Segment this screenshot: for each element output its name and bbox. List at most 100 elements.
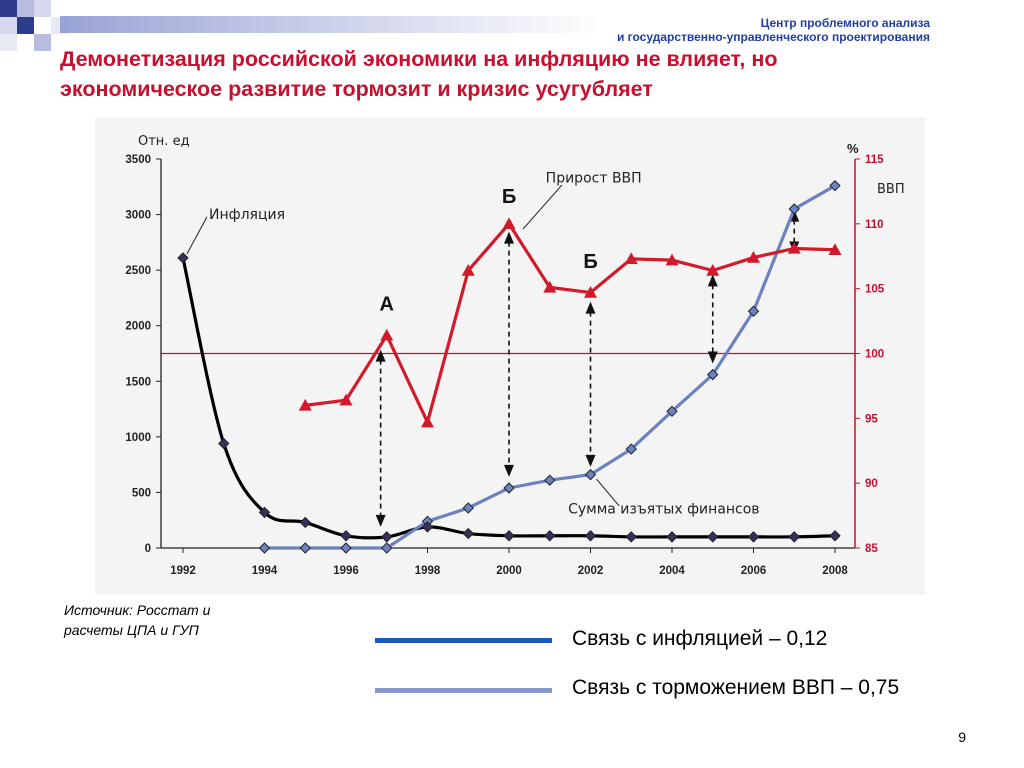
header-gradient-bar (60, 16, 604, 33)
x-tick-label: 2002 (578, 565, 604, 577)
point-inflation (625, 531, 637, 543)
point-gdp-growth (624, 252, 638, 265)
legend-label-gdp: Связь с торможением ВВП – 0,75 (572, 676, 900, 699)
legend-line-gdp (375, 688, 552, 693)
series-line-gdp-growth (305, 221, 836, 427)
point-withdrawn-finance (340, 542, 352, 554)
y-right-axis-title: % (847, 141, 859, 156)
y-left-tick-label: 3500 (125, 154, 151, 166)
point-inflation (584, 530, 597, 542)
arrow-b-2000-head-down (504, 464, 514, 477)
point-gdp-growth (787, 241, 801, 254)
x-tick-label: 2004 (659, 565, 685, 577)
x-tick-label: 2000 (496, 565, 522, 577)
chart-background (95, 117, 925, 595)
point-inflation (340, 530, 352, 542)
point-withdrawn-finance (707, 368, 719, 381)
decor-square (34, 0, 51, 17)
slide-title-line-1: Демонетизация российской экономики на ин… (60, 47, 778, 71)
arrow-2005-head-up (707, 274, 718, 287)
source-line-1: Источник: Росстат и (64, 602, 211, 618)
point-withdrawn-finance (503, 482, 515, 494)
point-inflation (421, 521, 434, 533)
y-left-tick-label: 3000 (125, 210, 151, 222)
y-right-tick-label: 85 (865, 543, 878, 555)
legend-label-inflation: Связь с инфляцией – 0,12 (572, 627, 828, 650)
point-gdp-growth (461, 264, 475, 276)
point-gdp-growth (665, 253, 679, 266)
chart: 0 500 1000 1500 2000 2500 3000 3500 85 90 95 100 105… (95, 117, 925, 595)
point-withdrawn-finance (299, 542, 311, 554)
arrow-a-head-down (375, 514, 386, 527)
point-inflation (503, 530, 515, 542)
x-tick-label: 1996 (333, 565, 359, 577)
arrow-b-2002-head-down (585, 454, 596, 467)
y-right-tick-label: 110 (865, 219, 884, 231)
point-inflation (829, 530, 841, 542)
point-gdp-growth (421, 415, 434, 428)
y-right-tick-label: 90 (865, 478, 878, 490)
decor-square (17, 17, 34, 34)
y-right-tick-label: 95 (865, 413, 878, 425)
point-withdrawn-finance (462, 502, 474, 514)
slide-title: Демонетизация российской экономики на ин… (60, 44, 960, 104)
y-right-series-label: ВВП (877, 182, 905, 197)
organization-line-2: и государственно-управленческого проекти… (616, 30, 930, 44)
decor-square (0, 34, 17, 51)
arrow-2005-head-down (707, 351, 718, 364)
point-gdp-growth (584, 286, 597, 298)
point-gdp-growth (543, 280, 557, 293)
y-left-tick-label: 2500 (125, 265, 151, 277)
point-withdrawn-finance (544, 474, 556, 486)
x-tick-label: 2008 (822, 565, 848, 577)
point-withdrawn-finance (381, 542, 393, 554)
y-left-tick-label: 1000 (125, 432, 151, 444)
leader-withdrawn-finance (596, 478, 620, 507)
point-gdp-growth (339, 393, 353, 406)
decor-square (34, 34, 51, 51)
decor-square (0, 17, 17, 34)
y-left-tick-label: 500 (132, 487, 151, 499)
source-note: Источник: Росстат и расчеты ЦПА и ГУП (64, 600, 210, 640)
point-gdp-growth (747, 251, 760, 263)
y-left-tick-label: 2000 (125, 321, 151, 333)
point-withdrawn-finance (666, 405, 678, 418)
y-right-tick-label: 115 (865, 154, 884, 166)
series-label-withdrawn-finance: Сумма изъятых финансов (568, 502, 759, 518)
point-withdrawn-finance (747, 305, 760, 317)
point-withdrawn-finance (584, 468, 597, 481)
point-label-b-2002: Б (583, 251, 597, 273)
point-withdrawn-finance (788, 203, 800, 215)
point-withdrawn-finance (829, 179, 841, 192)
decor-square (0, 0, 17, 17)
point-inflation (544, 530, 556, 542)
page-number: 9 (958, 729, 966, 745)
point-withdrawn-finance (625, 443, 637, 455)
y-left-axis-title: Отн. ед (138, 134, 190, 149)
point-gdp-growth (706, 264, 720, 276)
arrow-b-2002-head-up (585, 301, 596, 314)
point-inflation (177, 252, 189, 264)
series-label-inflation: Инфляция (209, 207, 285, 223)
point-inflation (258, 506, 271, 519)
arrow-b-2000-head-up (504, 231, 514, 244)
organization-line-1: Центр проблемного анализа (760, 16, 930, 30)
y-right-tick-label: 100 (865, 349, 884, 361)
slide-title-line-2: экономическое развитие тормозит и кризис… (60, 77, 653, 101)
point-gdp-growth (828, 243, 842, 255)
y-left-tick-label: 1500 (125, 376, 151, 388)
point-inflation (381, 531, 393, 543)
point-inflation (788, 531, 800, 543)
legend-line-inflation (375, 638, 552, 643)
point-inflation (666, 531, 678, 543)
x-tick-label: 1994 (252, 565, 278, 577)
point-inflation (299, 516, 311, 529)
point-inflation (707, 531, 719, 543)
x-tick-label: 1998 (415, 565, 441, 577)
point-inflation (462, 527, 474, 540)
organization-name: Центр проблемного анализа и государствен… (617, 16, 930, 44)
arrow-a-head-up (375, 349, 386, 362)
leader-inflation (186, 216, 208, 255)
point-label-b-2000: Б (502, 186, 516, 208)
series-label-gdp-growth: Прирост ВВП (546, 170, 642, 186)
